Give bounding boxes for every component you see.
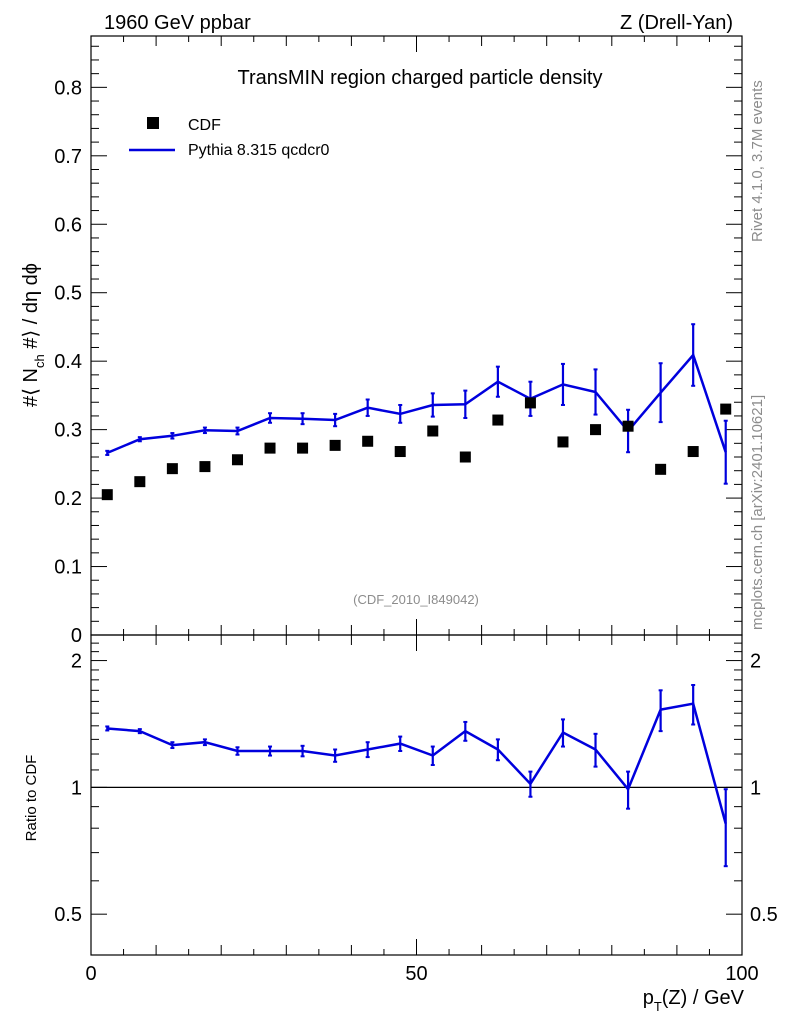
legend-pythia-label: Pythia 8.315 qcdcr0 — [188, 142, 330, 159]
x-tick-label: 50 — [405, 963, 427, 985]
cdf-marker — [557, 436, 569, 448]
header-energy: 1960 GeV ppbar — [104, 12, 251, 34]
axis-ticks: 0 0.1 0.2 0.3 0.4 0.5 0.6 0.7 0.8 0 50 100 0.5 0.5 1 1 2… — [54, 36, 778, 985]
ratio-y-axis-label: Ratio to CDF — [23, 755, 40, 842]
header-process: Z (Drell-Yan) — [620, 12, 733, 34]
ratio-ytick-label-left: 0.5 — [54, 904, 82, 926]
cdf-marker — [459, 451, 471, 463]
ratio-ytick-label-right: 0.5 — [750, 904, 778, 926]
main-ytick-label: 0.1 — [54, 557, 82, 579]
cdf-marker — [297, 442, 309, 454]
cdf-marker — [166, 463, 178, 475]
x-axis-label: pT(Z) / GeV — [643, 987, 745, 1014]
data-layer — [91, 323, 742, 868]
cdf-marker — [101, 489, 113, 501]
cdf-marker — [394, 446, 406, 458]
cdf-marker — [427, 425, 439, 437]
main-ytick-label: 0.4 — [54, 351, 82, 373]
cdf-marker — [492, 414, 504, 426]
reference-label: (CDF_2010_I849042) — [353, 592, 479, 607]
ratio-panel-frame — [90, 634, 743, 956]
cdf-marker — [524, 397, 536, 409]
ratio-ytick-label-right: 2 — [750, 651, 761, 673]
cdf-marker — [134, 476, 146, 488]
cdf-marker — [590, 424, 602, 436]
main-ytick-label: 0.6 — [54, 214, 82, 236]
mcplots-label: mcplots.cern.ch [arXiv:2401.10621] — [749, 395, 766, 630]
cdf-marker — [329, 439, 341, 451]
cdf-marker — [231, 454, 243, 466]
main-ytick-label: 0.3 — [54, 420, 82, 442]
main-ytick-label: 0.8 — [54, 77, 82, 99]
cdf-marker — [655, 463, 667, 475]
main-ytick-label: 0 — [71, 625, 82, 647]
legend-cdf-marker — [147, 117, 159, 129]
main-ytick-label: 0.5 — [54, 283, 82, 305]
x-tick-label: 100 — [725, 963, 758, 985]
ratio-ytick-label-right: 1 — [750, 777, 761, 799]
cdf-marker — [264, 442, 276, 454]
legend-cdf-label: CDF — [188, 117, 221, 134]
cdf-marker — [687, 446, 699, 458]
rivet-version-label: Rivet 4.1.0, 3.7M events — [749, 80, 766, 242]
cdf-marker — [720, 403, 732, 415]
x-tick-label: 0 — [85, 963, 96, 985]
pythia-line — [106, 352, 727, 455]
ratio-ytick-label-left: 1 — [71, 777, 82, 799]
main-y-axis-label: #⟨ Nch #⟩ / dη dϕ — [20, 263, 47, 407]
main-ytick-label: 0.7 — [54, 146, 82, 168]
ratio-line — [107, 702, 727, 825]
chart-title: TransMIN region charged particle density — [238, 67, 603, 89]
ratio-ytick-label-left: 2 — [71, 651, 82, 673]
cdf-marker — [362, 435, 374, 447]
main-ytick-label: 0.2 — [54, 488, 82, 510]
cdf-marker — [199, 461, 211, 473]
cdf-marker — [622, 420, 634, 432]
